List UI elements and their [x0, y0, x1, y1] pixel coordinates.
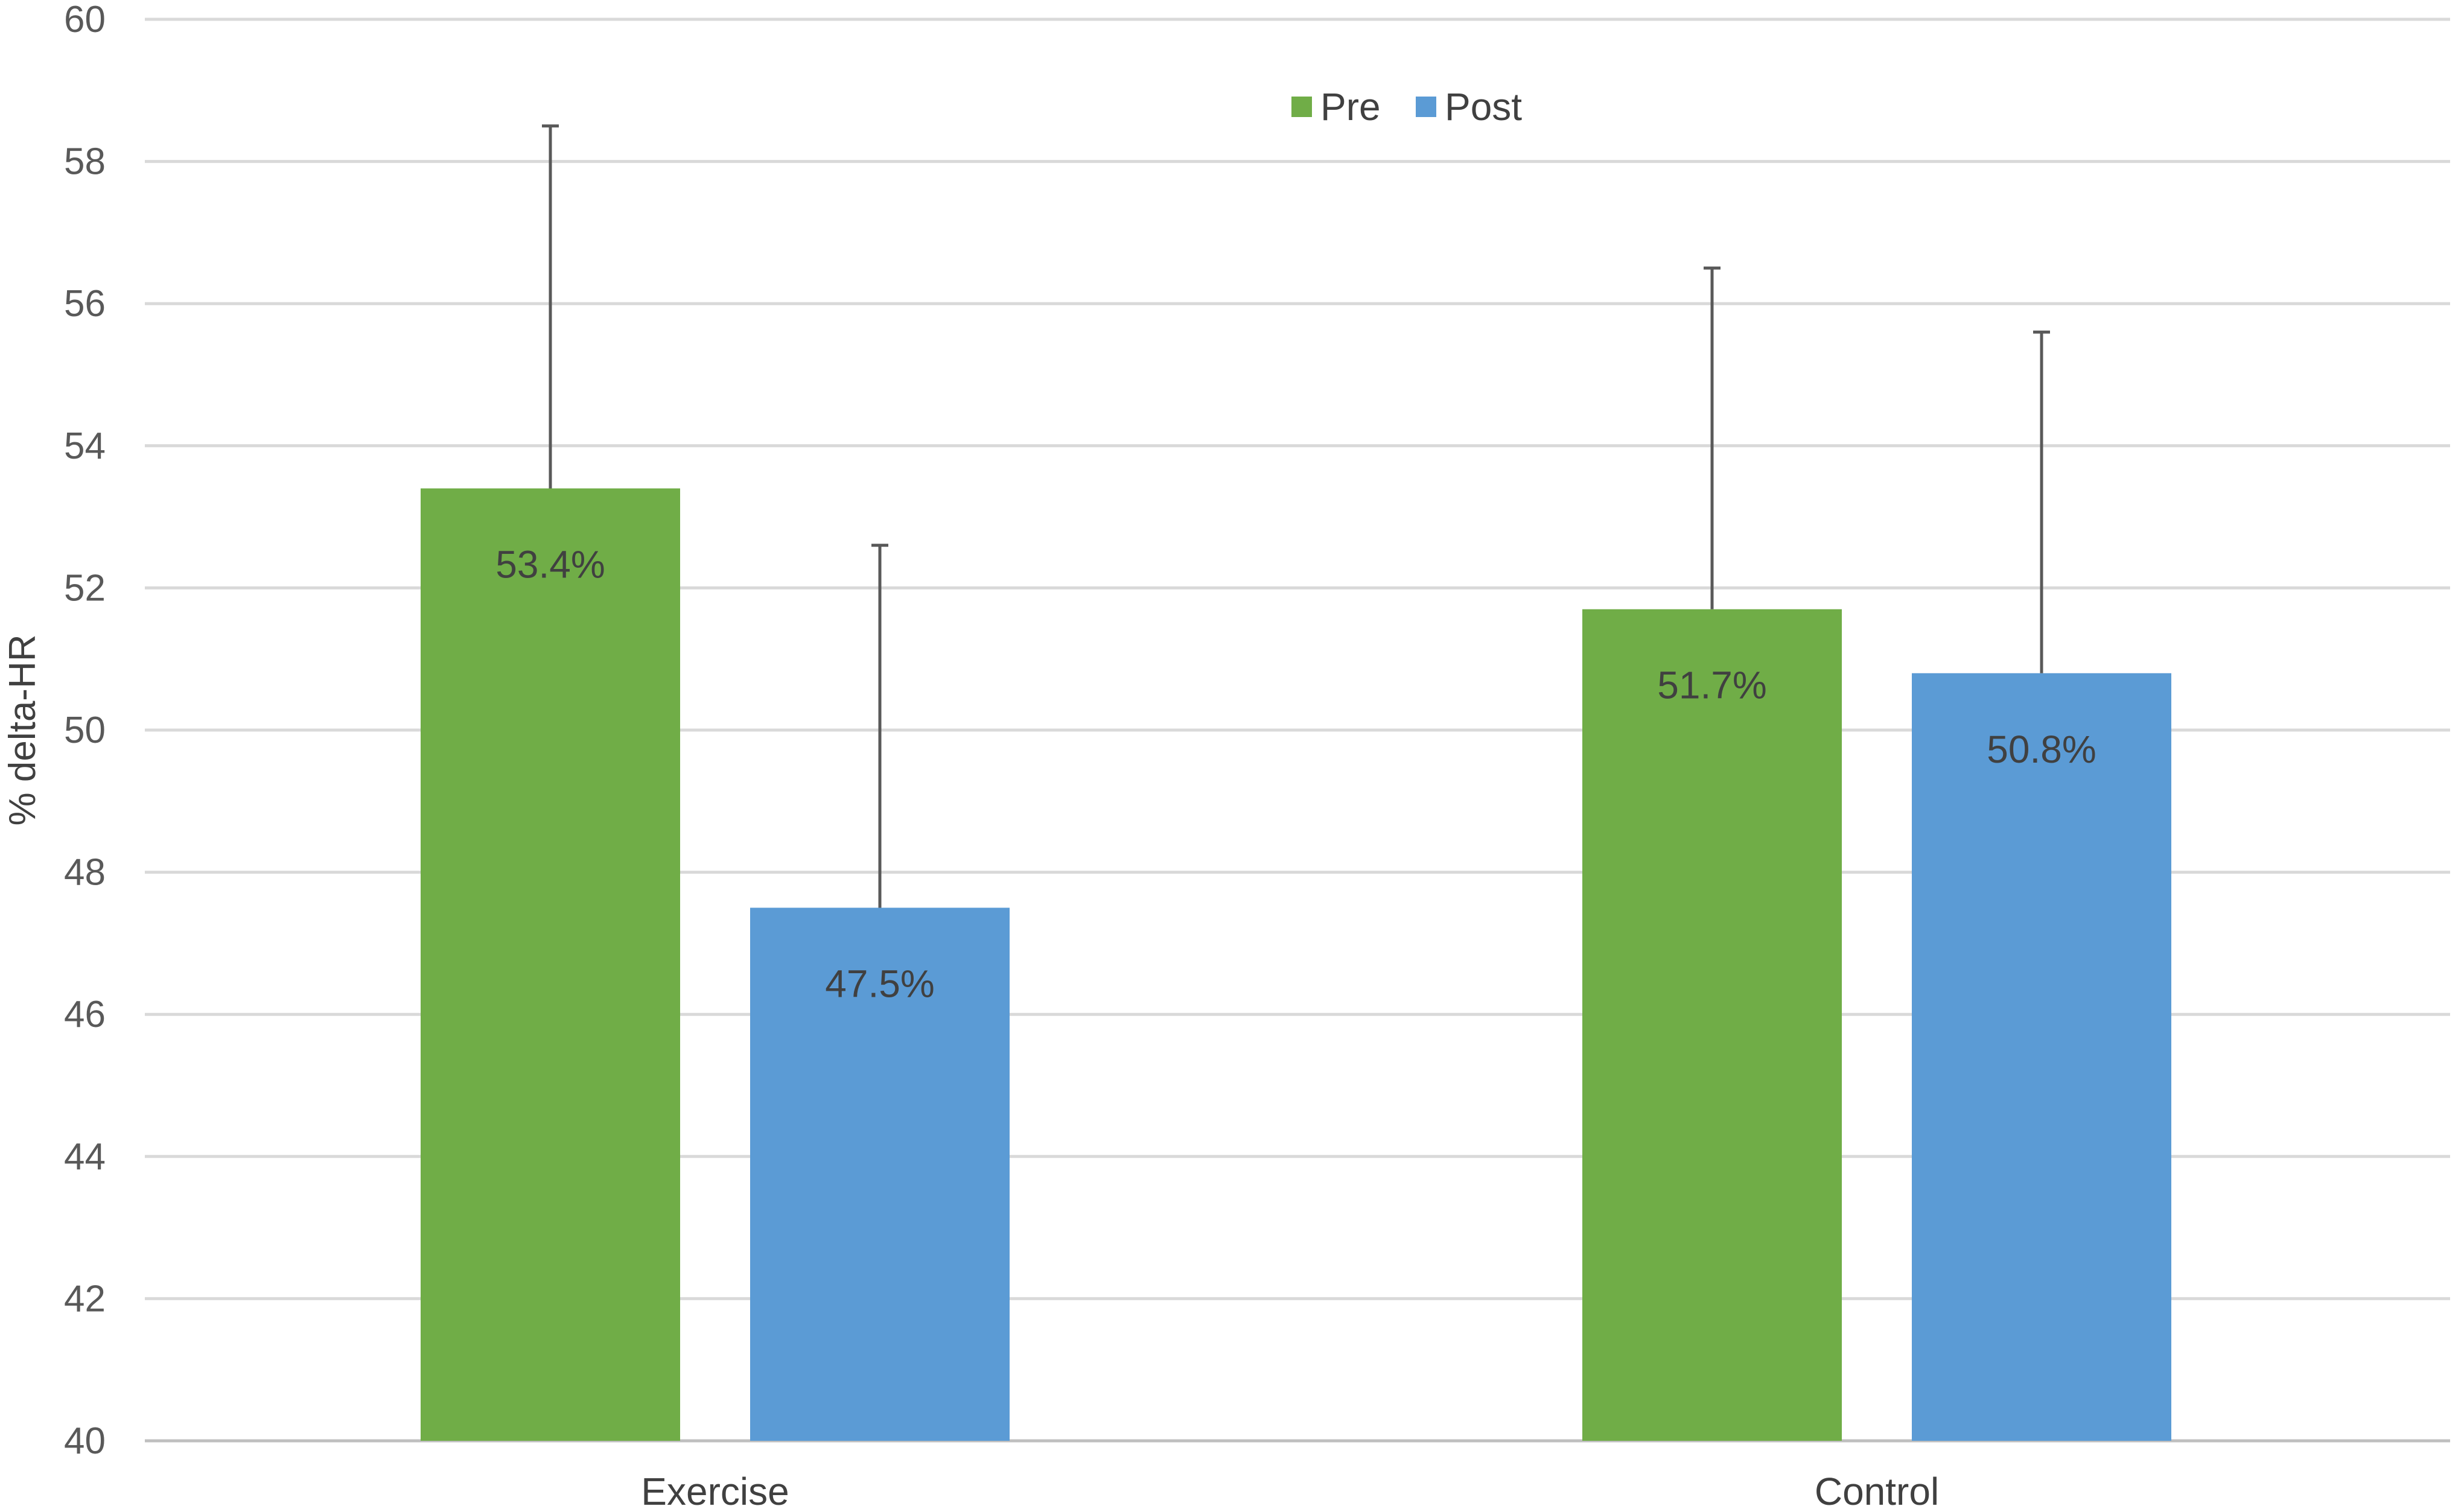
y-tick-label: 60	[64, 0, 106, 40]
legend-label-post: Post	[1445, 85, 1522, 129]
error-bars	[542, 124, 2050, 908]
y-tick-label: 58	[64, 141, 106, 183]
bar-exercise-post	[750, 907, 1010, 1441]
legend: Pre Post	[1291, 85, 1522, 129]
bars	[421, 488, 2171, 1441]
y-tick-label: 40	[64, 1420, 106, 1462]
legend-swatch-post	[1416, 97, 1436, 117]
y-tick-label: 46	[64, 994, 106, 1035]
y-tick-label: 50	[64, 710, 106, 751]
data-label-exercise-post: 47.5%	[825, 962, 934, 1006]
data-label-exercise-pre: 53.4%	[495, 542, 605, 586]
data-label-control-pre: 51.7%	[1657, 664, 1766, 707]
y-tick-label: 56	[64, 283, 106, 325]
y-tick-label: 52	[64, 567, 106, 609]
y-axis-title: % delta-HR	[2, 635, 43, 826]
y-tick-label: 48	[64, 852, 106, 894]
data-labels: 53.4% 47.5% 51.7% 50.8%	[495, 542, 2096, 1005]
x-axis-categories: Exercise Control	[641, 1470, 1939, 1512]
bar-control-post	[1912, 673, 2171, 1441]
legend-swatch-pre	[1291, 97, 1312, 117]
y-axis-ticks: 40 42 44 46 48 50 52 54 56 58 60	[64, 0, 106, 1462]
x-category-label: Exercise	[641, 1470, 789, 1512]
y-tick-label: 44	[64, 1136, 106, 1178]
bar-control-pre	[1582, 609, 1842, 1441]
bar-exercise-pre	[421, 488, 680, 1441]
y-tick-label: 54	[64, 425, 106, 467]
x-category-label: Control	[1815, 1470, 1939, 1512]
data-label-control-post: 50.8%	[1987, 728, 2096, 771]
y-tick-label: 42	[64, 1278, 106, 1320]
legend-label-pre: Pre	[1320, 85, 1381, 129]
